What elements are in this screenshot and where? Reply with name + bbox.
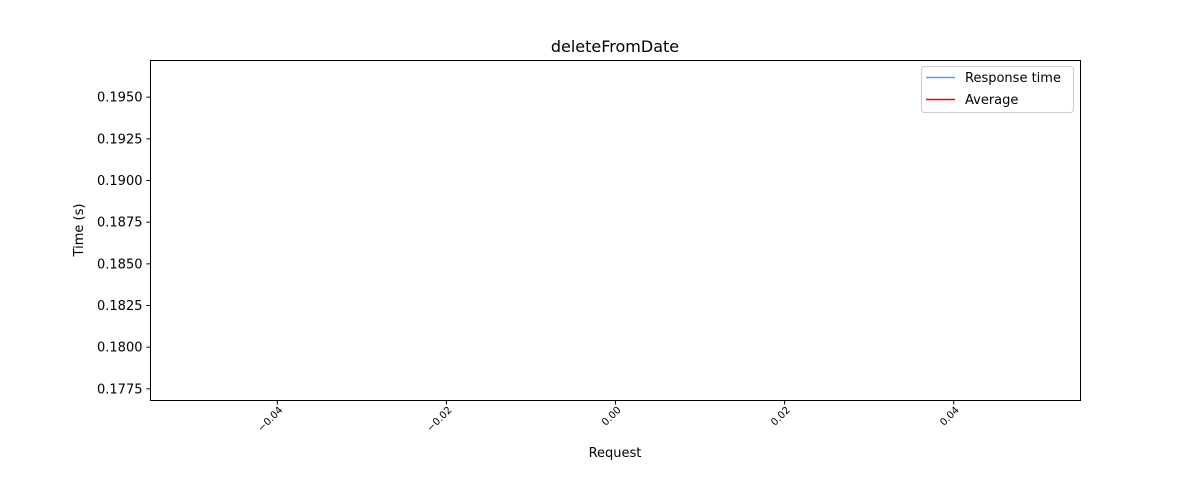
- y-axis-label: Time (s): [72, 204, 87, 258]
- legend-label-average: Average: [965, 93, 1018, 108]
- y-tick-label: 0.1875: [97, 216, 143, 231]
- y-tick-label: 0.1925: [97, 132, 143, 147]
- x-axis-label: Request: [589, 446, 642, 461]
- y-tick-label: 0.1775: [97, 382, 143, 397]
- legend: Response time Average: [921, 66, 1074, 113]
- y-tick-label: 0.1950: [97, 91, 143, 106]
- legend-label-response-time: Response time: [965, 71, 1061, 86]
- legend-box: [921, 66, 1074, 113]
- y-tick-label: 0.1825: [97, 299, 143, 314]
- y-tick-label: 0.1800: [97, 341, 143, 356]
- chart-title: deleteFromDate: [551, 37, 679, 56]
- y-tick-label: 0.1850: [97, 257, 143, 272]
- y-axis-ticks: 0.1775 0.1800 0.1825 0.1850 0.1875 0.1900 0.19…: [97, 91, 151, 397]
- y-tick-label: 0.1900: [97, 174, 143, 189]
